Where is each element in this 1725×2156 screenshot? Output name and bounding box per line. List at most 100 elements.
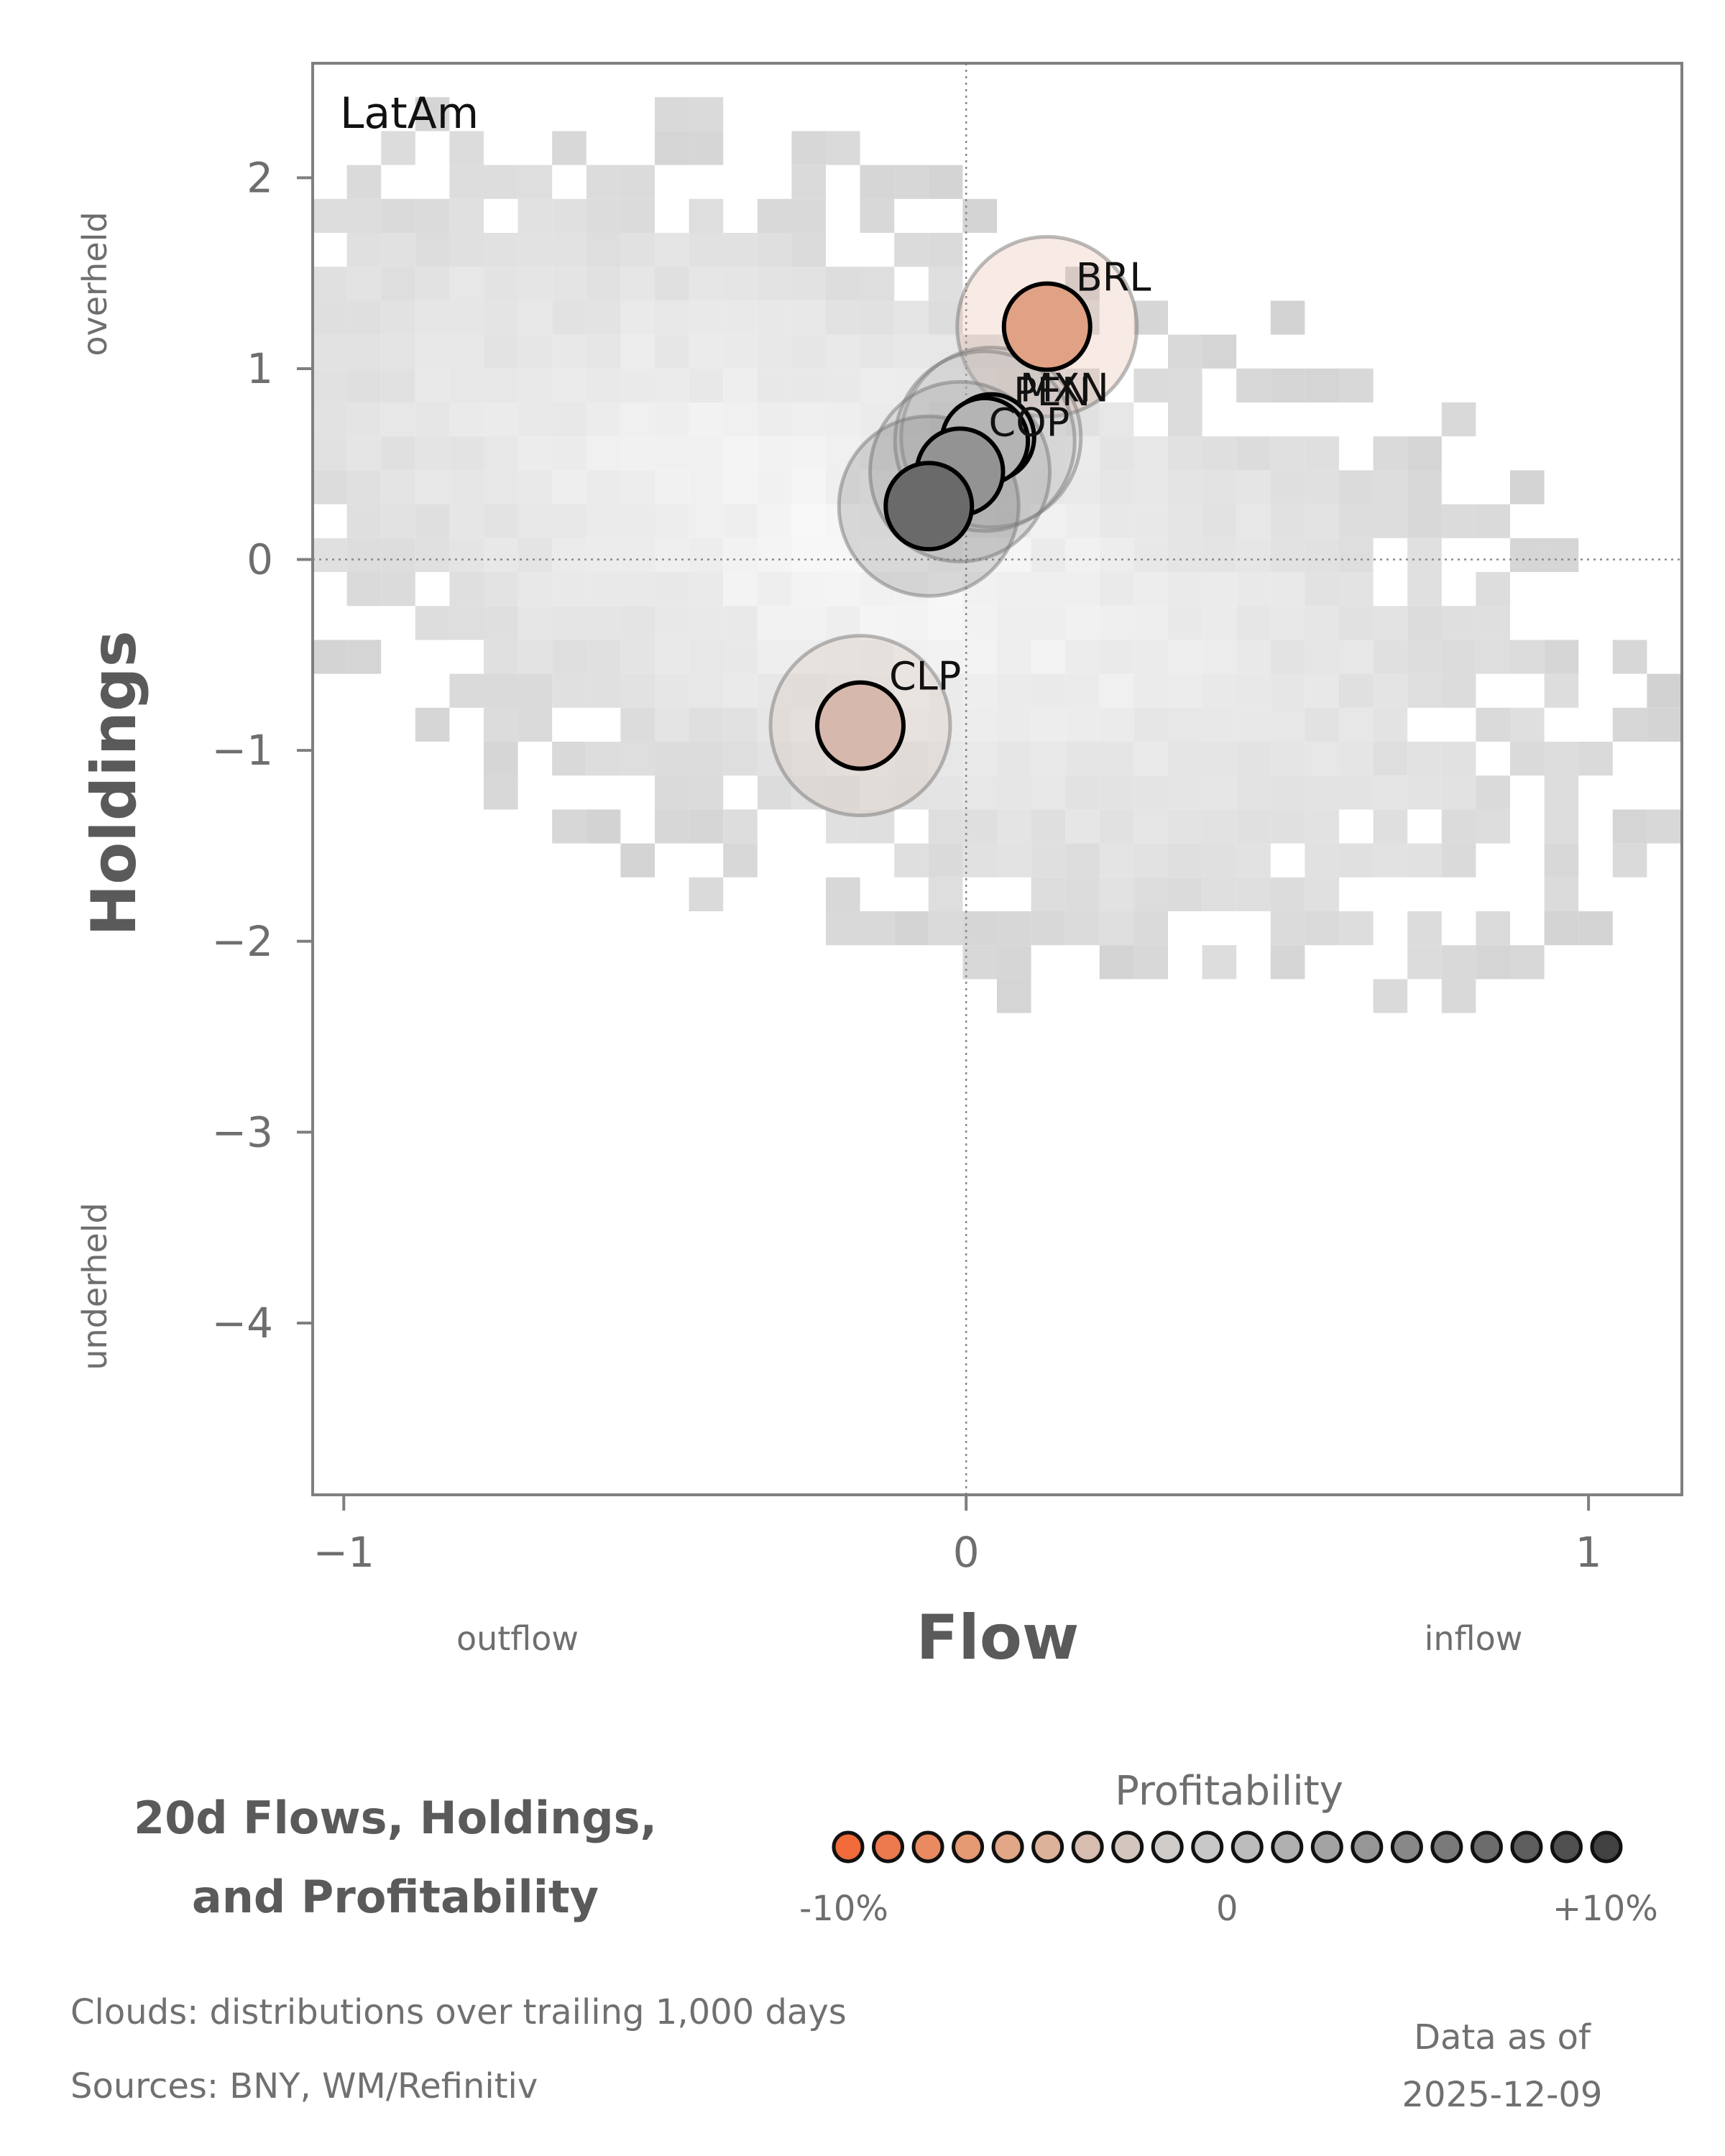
cloud-cell (1065, 606, 1100, 640)
cloud-cell (997, 707, 1031, 742)
legend-swatch (1031, 1830, 1064, 1864)
axes: −1 0 1 2 1 0 −1 −2 −3 −4 (212, 153, 1602, 1577)
cloud-cell (1544, 775, 1579, 810)
cloud-cell (997, 843, 1031, 877)
y-tick-label: 2 (247, 153, 273, 202)
cloud-cell (757, 572, 792, 607)
cloud-cell (1305, 707, 1339, 742)
cloud-cell (586, 267, 621, 301)
legend-swatch (1310, 1830, 1343, 1864)
cloud-cell (1236, 572, 1271, 607)
cloud-cell (518, 368, 553, 402)
cloud-cell (1305, 877, 1339, 911)
cloud-cell (552, 233, 586, 267)
cloud-cell (1305, 809, 1339, 844)
cloud-cell (1099, 809, 1134, 844)
legend-swatch (1590, 1830, 1623, 1864)
cloud-cell (894, 233, 929, 267)
cloud-cell (894, 843, 929, 877)
cloud-cell (791, 538, 826, 572)
y-tick-label: −4 (212, 1299, 274, 1348)
legend-title: Profitability (1115, 1768, 1343, 1815)
cloud-cell (586, 233, 621, 267)
cloud-cell (313, 368, 347, 402)
cloud-cell (962, 606, 997, 640)
cloud-cell (723, 334, 758, 369)
legend-swatch (1390, 1830, 1423, 1864)
cloud-cell (484, 775, 518, 810)
cloud-cell (997, 640, 1031, 674)
cloud-cell (1612, 809, 1647, 844)
cloud-cell (346, 470, 382, 505)
cloud-cell (689, 742, 724, 776)
cloud-cell (1031, 843, 1066, 877)
cloud-cell (723, 504, 758, 538)
cloud-cell (552, 334, 586, 369)
chart-title-line: 20d Flows, Holdings, (133, 1792, 658, 1844)
cloud-cell (484, 402, 518, 437)
cloud-cell (1202, 945, 1237, 980)
cloud-cell (518, 538, 553, 572)
cloud-cell (723, 300, 758, 335)
cloud-cell (1544, 843, 1579, 877)
cloud-cell (894, 673, 929, 708)
cloud-cell (1270, 606, 1305, 640)
cloud-cell (860, 911, 895, 946)
cloud-cell (723, 742, 758, 776)
legend-swatch (952, 1830, 985, 1864)
cloud-cell (1099, 538, 1134, 572)
cloud-cell (518, 233, 553, 267)
cloud-cell (928, 572, 963, 607)
cloud-cell (313, 334, 347, 369)
cloud-cell (1168, 606, 1202, 640)
cloud-cell (1099, 436, 1134, 471)
cloud-cell (997, 606, 1031, 640)
cloud-cell (449, 470, 484, 505)
cloud-cell (1031, 606, 1066, 640)
cloud-cell (1031, 673, 1066, 708)
cloud-cell (1339, 504, 1374, 538)
cloud-cell (1407, 572, 1442, 607)
cloud-cell (860, 538, 895, 572)
cloud-cell (1168, 809, 1202, 844)
cloud-cell (449, 165, 484, 199)
cloud-cell (689, 707, 724, 742)
cloud-cell (1305, 775, 1339, 810)
cloud-cell (1544, 640, 1579, 674)
cloud-cell (1373, 809, 1408, 844)
cloud-cell (1305, 606, 1339, 640)
cloud-cell (484, 640, 518, 674)
legend-swatch (1071, 1830, 1104, 1864)
cloud-cell (1099, 402, 1134, 437)
cloud-cell (1544, 673, 1579, 708)
cloud-cell (1065, 775, 1100, 810)
cloud-cell (449, 504, 484, 538)
cloud-cell (620, 368, 655, 402)
legend-swatch (991, 1830, 1024, 1864)
cloud-cell (689, 267, 724, 301)
cloud-cell (552, 402, 586, 437)
cloud-cell (415, 538, 450, 572)
cloud-cell (484, 233, 518, 267)
cloud-cell (1510, 538, 1545, 572)
cloud-cell (1236, 843, 1271, 877)
cloud-cell (1099, 775, 1134, 810)
cloud-cell (1270, 640, 1305, 674)
legend-swatch (1351, 1830, 1384, 1864)
cloud-cell (655, 673, 689, 708)
cloud-cell (757, 198, 792, 233)
cloud-cell (791, 233, 826, 267)
legend-swatch (911, 1830, 944, 1864)
cloud-cell (1065, 538, 1100, 572)
cloud-cell (757, 470, 792, 505)
cloud-cell (723, 233, 758, 267)
cloud-cell (1099, 877, 1134, 911)
cloud-cell (1544, 538, 1579, 572)
cloud-cell (1407, 945, 1442, 980)
cloud-cell (346, 640, 382, 674)
cloud-cell (1099, 606, 1134, 640)
cloud-cell (791, 606, 826, 640)
cloud-cell (1544, 742, 1579, 776)
cloud-cell (313, 538, 347, 572)
